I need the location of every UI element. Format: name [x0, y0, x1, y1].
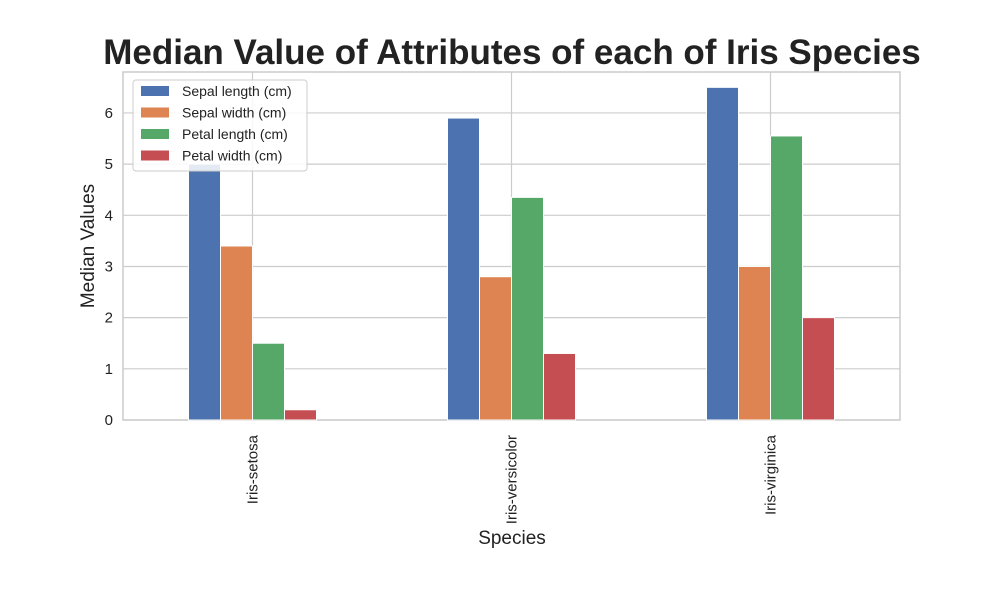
legend-swatch — [141, 86, 169, 96]
legend: Sepal length (cm) Sepal width (cm) Petal l… — [132, 79, 308, 172]
legend-swatch — [141, 129, 169, 139]
legend-label: Petal length (cm) — [182, 126, 288, 142]
bar — [511, 196, 544, 421]
legend-swatch — [141, 107, 169, 118]
x-tick-label: Iris-versicolor — [504, 435, 521, 524]
bar — [447, 117, 480, 421]
x-tick-label: Iris-virginica — [763, 434, 780, 515]
legend-label: Sepal length (cm) — [182, 83, 292, 99]
x-tick-labels: Iris-setosa Iris-versicolor Iris-virginica — [245, 434, 780, 524]
legend-box — [132, 79, 308, 172]
legend-swatch — [141, 150, 169, 161]
y-tick-label: 3 — [105, 258, 113, 275]
bar — [479, 276, 512, 421]
bar — [706, 86, 739, 421]
bar — [770, 135, 803, 421]
x-tick-label: Iris-setosa — [245, 434, 262, 504]
legend-label: Petal width (cm) — [182, 148, 282, 164]
y-tick-label: 0 — [105, 412, 113, 429]
bar — [802, 317, 835, 421]
x-axis-label: Species — [478, 528, 546, 549]
y-tick-label: 2 — [105, 310, 113, 327]
y-tick-label: 6 — [105, 105, 113, 122]
y-tick-label: 1 — [105, 361, 113, 378]
bar — [284, 409, 317, 421]
bar — [188, 163, 221, 421]
bar — [543, 352, 576, 421]
legend-label: Sepal width (cm) — [182, 105, 286, 121]
bar — [252, 342, 285, 421]
y-tick-label: 5 — [105, 156, 113, 173]
y-tick-label: 4 — [105, 207, 113, 224]
bars — [188, 86, 835, 421]
bar — [220, 245, 253, 421]
y-axis-label: Median Values — [78, 184, 99, 308]
chart-title: Median Value of Attributes of each of Ir… — [103, 33, 921, 72]
bar — [738, 265, 771, 421]
y-tick-labels: 0 1 2 3 4 5 6 — [105, 105, 113, 429]
